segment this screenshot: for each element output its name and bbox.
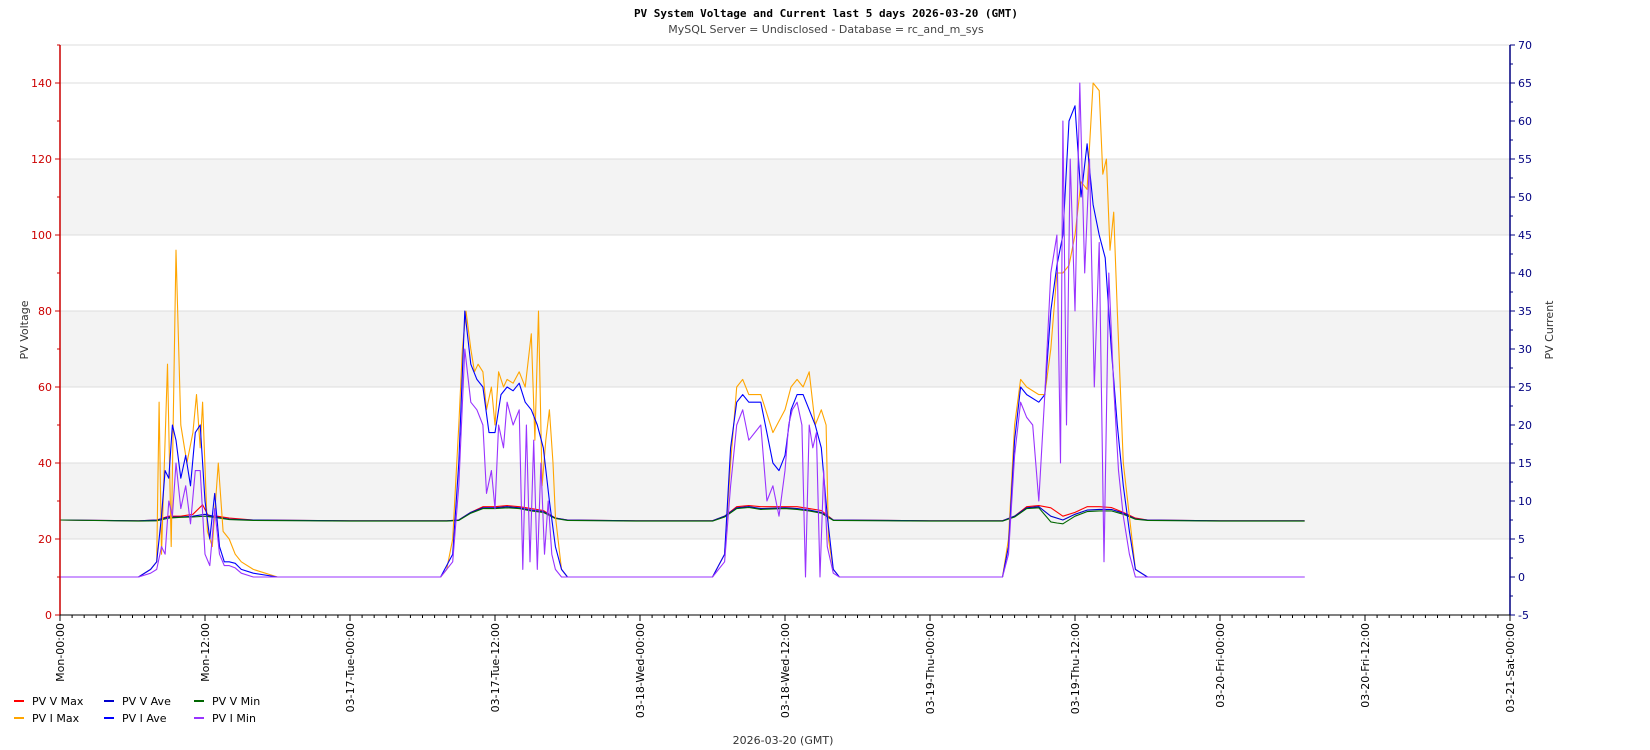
series-line-pv-i-max bbox=[60, 82, 1305, 578]
x-tick-label: 03-20-Fri-00:00 bbox=[1214, 623, 1227, 708]
legend-label: PV I Min bbox=[212, 712, 256, 725]
left-tick-label: 140 bbox=[31, 77, 52, 90]
right-tick-label: 50 bbox=[1518, 191, 1532, 204]
band-0 bbox=[60, 463, 1510, 539]
legend: PV V Max PV V Ave PV V Min PV I Max PV I Ave… bbox=[14, 695, 260, 725]
right-tick-label: 55 bbox=[1518, 153, 1532, 166]
x-axis-label: 2026-03-20 (GMT) bbox=[733, 734, 834, 747]
x-axis-ticks: Mon-00:00 Mon-12:00 03-17-Tue-00:00 03-17-T… bbox=[54, 615, 1517, 718]
right-tick-label: 0 bbox=[1518, 571, 1525, 584]
chart-title: PV System Voltage and Current last 5 day… bbox=[634, 7, 1018, 20]
x-tick-label: 03-17-Tue-00:00 bbox=[344, 623, 357, 712]
x-tick-label: 03-18-Wed-00:00 bbox=[634, 623, 647, 718]
left-tick-label: 120 bbox=[31, 153, 52, 166]
x-tick-label: 03-19-Thu-00:00 bbox=[924, 623, 937, 714]
x-tick-label: Mon-00:00 bbox=[54, 623, 67, 682]
right-tick-label: 5 bbox=[1518, 533, 1525, 546]
x-tick-label: 03-18-Wed-12:00 bbox=[779, 623, 792, 718]
left-tick-label: 80 bbox=[38, 305, 52, 318]
left-tick-label: 40 bbox=[38, 457, 52, 470]
left-tick-label: 20 bbox=[38, 533, 52, 546]
left-tick-label: 0 bbox=[45, 609, 52, 622]
legend-label: PV V Min bbox=[212, 695, 260, 708]
legend-label: PV V Ave bbox=[122, 695, 171, 708]
right-tick-label: 10 bbox=[1518, 495, 1532, 508]
right-tick-label: 60 bbox=[1518, 115, 1532, 128]
right-tick-label: 40 bbox=[1518, 267, 1532, 280]
band-2 bbox=[60, 159, 1510, 235]
right-tick-label: 20 bbox=[1518, 419, 1532, 432]
right-tick-label: 65 bbox=[1518, 77, 1532, 90]
left-tick-label: 60 bbox=[38, 381, 52, 394]
legend-label: PV I Ave bbox=[122, 712, 167, 725]
x-tick-label: 03-20-Fri-12:00 bbox=[1359, 623, 1372, 708]
series-line-pv-v-min bbox=[59, 506, 1305, 525]
y-axis-label-left: PV Voltage bbox=[18, 300, 31, 359]
legend-label: PV V Max bbox=[32, 695, 84, 708]
series-line-pv-i-min bbox=[60, 82, 1305, 578]
left-axis-ticks: 0 20 40 60 80 100 120 140 bbox=[31, 44, 60, 622]
band-1 bbox=[60, 311, 1510, 387]
x-tick-label: 03-21-Sat-00:00 bbox=[1504, 623, 1517, 713]
right-axis-ticks: -5 0 5 10 15 20 25 30 35 40 45 50 55 60 65 70 bbox=[1510, 39, 1532, 622]
series-layer bbox=[59, 82, 1305, 578]
x-tick-label: Mon-12:00 bbox=[199, 623, 212, 682]
right-tick-label: 25 bbox=[1518, 381, 1532, 394]
right-tick-label: -5 bbox=[1518, 609, 1529, 622]
x-tick-label: 03-19-Thu-12:00 bbox=[1069, 623, 1082, 714]
background-bands bbox=[60, 159, 1510, 539]
chart-subtitle: MySQL Server = Undisclosed - Database = … bbox=[668, 23, 984, 36]
right-tick-label: 30 bbox=[1518, 343, 1532, 356]
legend-label: PV I Max bbox=[32, 712, 80, 725]
right-tick-label: 45 bbox=[1518, 229, 1532, 242]
y-axis-label-right: PV Current bbox=[1543, 300, 1556, 360]
left-tick-label: 100 bbox=[31, 229, 52, 242]
right-tick-label: 35 bbox=[1518, 305, 1532, 318]
right-tick-label: 70 bbox=[1518, 39, 1532, 52]
x-tick-label: 03-17-Tue-12:00 bbox=[489, 623, 502, 712]
right-tick-label: 15 bbox=[1518, 457, 1532, 470]
